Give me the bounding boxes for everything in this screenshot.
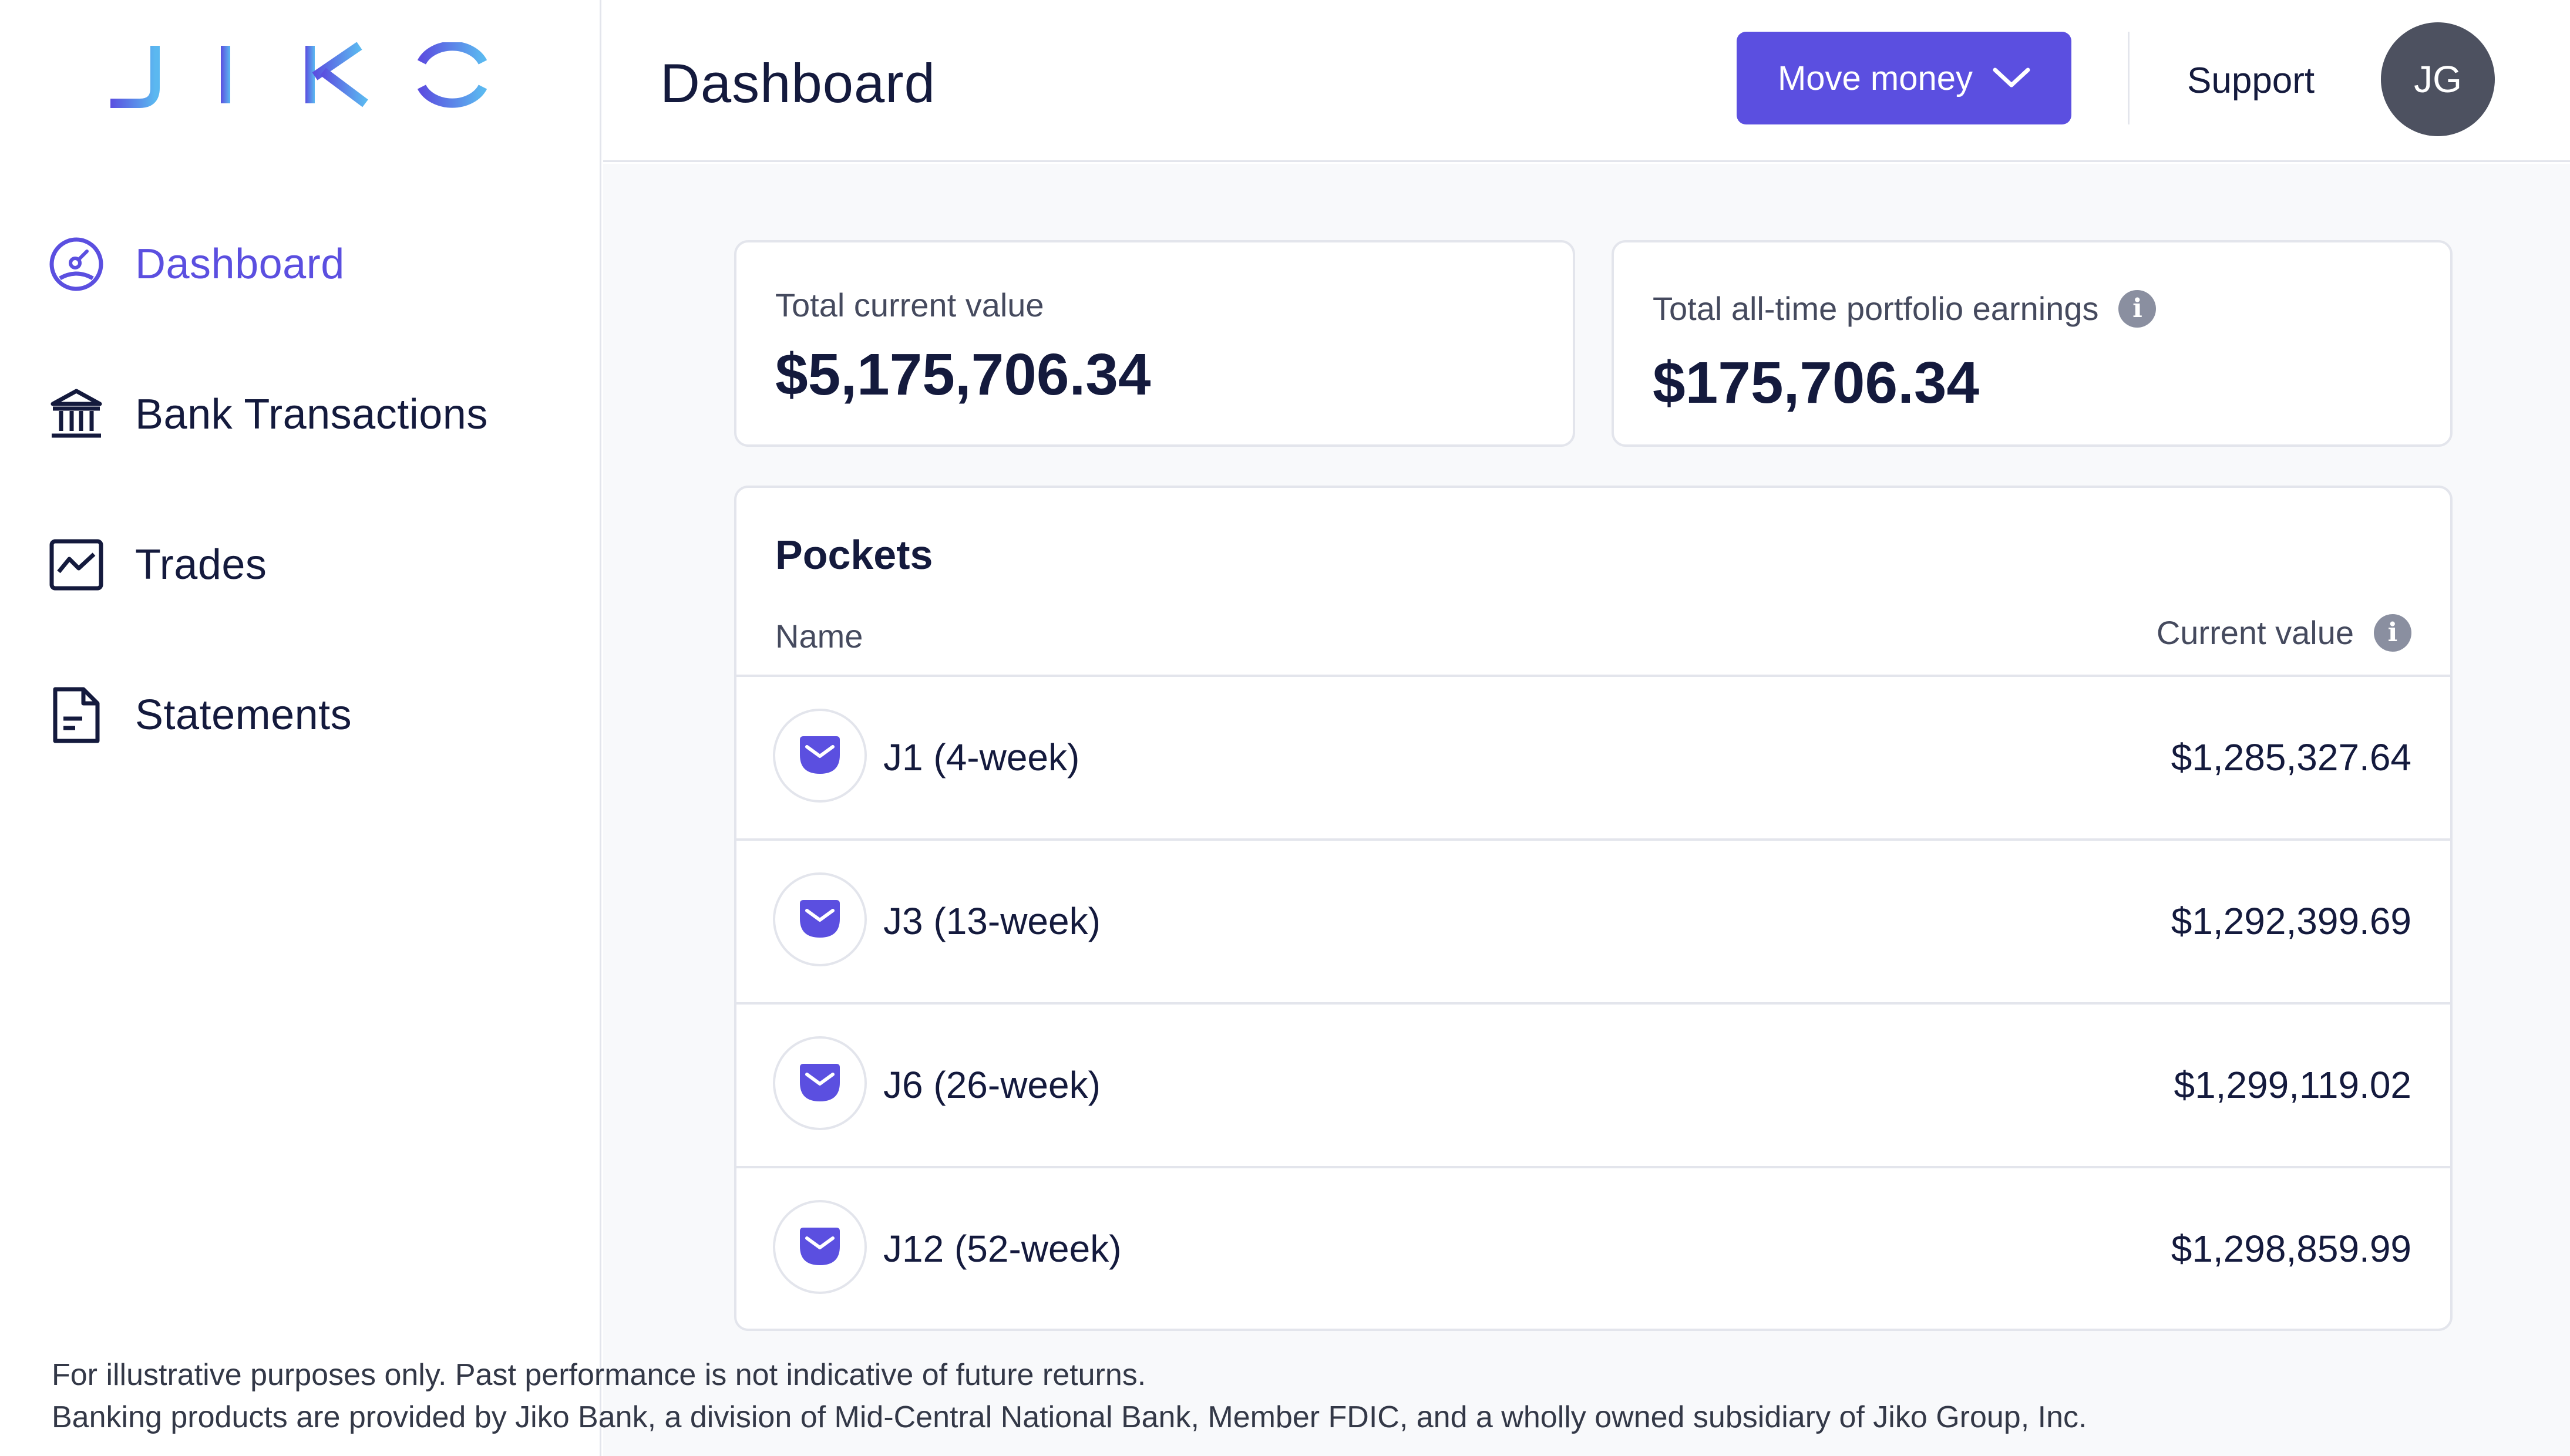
sidebar-item-bank-transactions[interactable]: Bank Transactions xyxy=(47,373,488,456)
pocket-value: $1,298,859.99 xyxy=(2171,1228,2411,1270)
total-current-value-label: Total current value xyxy=(775,286,1044,324)
pocket-icon xyxy=(773,1036,867,1130)
jiko-logo[interactable] xyxy=(106,41,493,108)
stat-label-text: Total current value xyxy=(775,287,1044,323)
pockets-card: Pockets Name Current value i J1 (4-week) xyxy=(734,486,2453,1331)
info-icon[interactable]: i xyxy=(2374,614,2411,652)
pocket-value: $1,299,119.02 xyxy=(2174,1064,2411,1106)
pocket-value: $1,285,327.64 xyxy=(2171,736,2411,778)
top-header: Dashboard Move money Support JG xyxy=(603,0,2570,162)
total-current-value: $5,175,706.34 xyxy=(775,342,1151,407)
page-title: Dashboard xyxy=(660,52,936,114)
stat-label-text: Total all-time portfolio earnings xyxy=(1653,290,2099,327)
disclaimer-line: Banking products are provided by Jiko Ba… xyxy=(52,1400,2087,1434)
total-current-value-card: Total current value $5,175,706.34 xyxy=(734,240,1575,447)
pocket-name: J6 (26-week) xyxy=(883,1064,1101,1106)
pocket-row[interactable]: J1 (4-week) $1,285,327.64 xyxy=(736,675,2450,838)
pocket-name: J1 (4-week) xyxy=(883,736,1080,778)
pocket-icon xyxy=(773,872,867,966)
column-header-current-value: Current value i xyxy=(2157,614,2411,652)
pockets-title: Pockets xyxy=(775,532,933,578)
pockets-list: J1 (4-week) $1,285,327.64 J3 (13-week) $… xyxy=(736,675,2450,1330)
total-earnings-value: $175,706.34 xyxy=(1653,350,1980,416)
sidebar-nav: Dashboard Bank Transactions xyxy=(47,223,488,756)
pocket-row[interactable]: J12 (52-week) $1,298,859.99 xyxy=(736,1166,2450,1330)
disclaimer: For illustrative purposes only. Past per… xyxy=(52,1354,2087,1438)
info-icon[interactable]: i xyxy=(2118,289,2157,328)
chart-line-icon xyxy=(47,535,106,594)
pocket-row[interactable]: J3 (13-week) $1,292,399.69 xyxy=(736,838,2450,1002)
sidebar-item-label: Statements xyxy=(135,692,352,739)
sidebar-item-label: Dashboard xyxy=(135,241,345,288)
pocket-icon xyxy=(773,709,867,803)
disclaimer-line: For illustrative purposes only. Past per… xyxy=(52,1358,1146,1392)
header-divider xyxy=(2128,32,2130,124)
sidebar-item-trades[interactable]: Trades xyxy=(47,524,488,606)
total-earnings-card: Total all-time portfolio earnings i $175… xyxy=(1612,240,2453,447)
sidebar-item-label: Trades xyxy=(135,541,267,588)
main-content: Total current value $5,175,706.34 Total … xyxy=(603,164,2570,1456)
sidebar-item-label: Bank Transactions xyxy=(135,391,488,438)
pocket-row[interactable]: J6 (26-week) $1,299,119.02 xyxy=(736,1002,2450,1166)
document-icon xyxy=(47,686,106,744)
sidebar-item-statements[interactable]: Statements xyxy=(47,674,488,756)
column-header-name: Name xyxy=(775,617,863,655)
pocket-icon xyxy=(773,1200,867,1294)
pocket-name: J3 (13-week) xyxy=(883,900,1101,942)
avatar[interactable]: JG xyxy=(2381,22,2495,136)
total-earnings-label: Total all-time portfolio earnings i xyxy=(1653,289,2157,328)
column-header-name-text: Name xyxy=(775,618,863,655)
column-header-value-text: Current value xyxy=(2156,614,2354,651)
pocket-name: J12 (52-week) xyxy=(883,1228,1122,1270)
sidebar: Dashboard Bank Transactions xyxy=(0,0,601,1456)
gauge-icon xyxy=(47,235,106,294)
move-money-button[interactable]: Move money xyxy=(1737,32,2071,124)
bank-icon xyxy=(47,385,106,444)
sidebar-item-dashboard[interactable]: Dashboard xyxy=(47,223,488,305)
pocket-value: $1,292,399.69 xyxy=(2171,900,2411,942)
support-link[interactable]: Support xyxy=(2187,60,2315,101)
chevron-down-icon xyxy=(1993,68,2030,87)
move-money-label: Move money xyxy=(1777,59,1973,97)
